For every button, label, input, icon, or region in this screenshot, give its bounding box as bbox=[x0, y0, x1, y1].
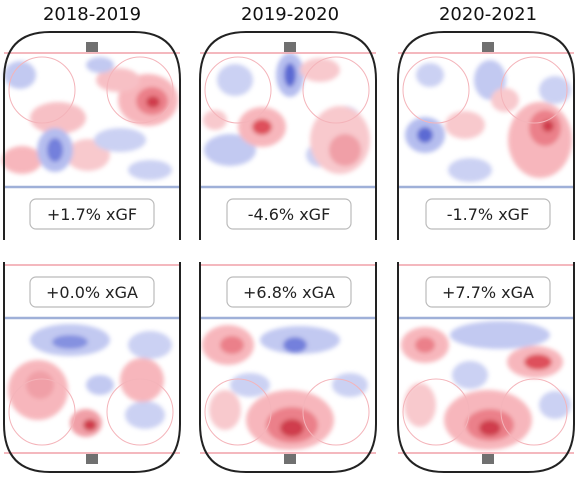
rink-boards bbox=[199, 262, 377, 473]
heat-blobs bbox=[202, 325, 368, 450]
faceoff-circle bbox=[204, 56, 272, 124]
offense-panel-1: +1.7% xGF bbox=[2, 31, 181, 240]
hot-zone bbox=[203, 110, 227, 130]
cold-zone bbox=[448, 158, 492, 182]
hot-zone bbox=[542, 120, 554, 132]
cold-zone bbox=[450, 321, 550, 349]
cold-zone bbox=[230, 373, 270, 397]
cold-zone bbox=[539, 76, 571, 104]
hot-zone bbox=[280, 419, 304, 437]
stat-label-box bbox=[425, 276, 551, 308]
net bbox=[86, 454, 98, 464]
cold-zone bbox=[125, 401, 165, 429]
rink-boards bbox=[3, 262, 181, 473]
hot-zone bbox=[252, 119, 272, 135]
hot-zone bbox=[479, 420, 501, 436]
xga-stat-label-1: +0.0% xGA bbox=[46, 283, 138, 302]
cold-zone bbox=[417, 127, 433, 143]
hot-zone bbox=[220, 336, 244, 354]
faceoff-circle bbox=[500, 378, 568, 446]
cold-zone bbox=[52, 335, 88, 349]
defense-panel-3: +7.7% xGA bbox=[397, 262, 575, 473]
stat-label-box bbox=[29, 276, 155, 308]
cold-zone bbox=[47, 138, 63, 162]
hot-zone bbox=[146, 96, 160, 108]
hot-zone bbox=[524, 354, 552, 370]
faceoff-circle bbox=[402, 378, 470, 446]
faceoff-circle bbox=[204, 378, 272, 446]
xgf-stat-label-2: -4.6% xGF bbox=[248, 205, 331, 224]
faceoff-circle bbox=[106, 56, 174, 124]
hot-zone bbox=[300, 58, 340, 82]
cold-zone bbox=[539, 391, 571, 419]
faceoff-circle bbox=[302, 378, 370, 446]
cold-zone bbox=[284, 63, 296, 87]
cold-zone bbox=[128, 160, 172, 180]
hot-zone bbox=[491, 88, 519, 112]
rink-boards bbox=[397, 31, 575, 240]
hot-zone bbox=[2, 146, 42, 174]
faceoff-circle bbox=[302, 56, 370, 124]
net bbox=[284, 42, 296, 52]
cold-zone bbox=[4, 61, 36, 89]
cold-zone bbox=[204, 134, 256, 166]
faceoff-circle bbox=[106, 378, 174, 446]
net bbox=[86, 42, 98, 52]
defense-panel-2: +6.8% xGA bbox=[199, 262, 377, 473]
offense-panel-2: -4.6% xGF bbox=[199, 31, 377, 240]
cold-zone bbox=[332, 373, 368, 397]
xga-stat-label-3: +7.7% xGA bbox=[442, 283, 534, 302]
cold-zone bbox=[416, 63, 444, 87]
faceoff-circle bbox=[8, 378, 76, 446]
hot-zone bbox=[83, 419, 97, 431]
cold-zone bbox=[217, 64, 253, 96]
heat-blobs bbox=[8, 324, 172, 437]
defense-panel-1: +0.0% xGA bbox=[3, 262, 181, 473]
offense-panel-3: -1.7% xGF bbox=[397, 31, 575, 240]
cold-zone bbox=[86, 57, 114, 73]
hot-zone bbox=[445, 111, 485, 139]
rink-boards bbox=[3, 31, 181, 240]
season-title-2: 2019-2020 bbox=[241, 4, 339, 25]
hot-zone bbox=[415, 337, 435, 353]
hot-zone bbox=[26, 371, 54, 399]
xga-stat-label-2: +6.8% xGA bbox=[243, 283, 335, 302]
cold-zone bbox=[283, 337, 307, 353]
xgf-stat-label-3: -1.7% xGF bbox=[447, 205, 530, 224]
cold-zone bbox=[86, 375, 114, 395]
hot-zone bbox=[30, 102, 86, 134]
season-title-3: 2020-2021 bbox=[439, 4, 537, 25]
stat-label-box bbox=[226, 276, 352, 308]
faceoff-circle bbox=[402, 56, 470, 124]
net bbox=[482, 454, 494, 464]
cold-zone bbox=[452, 361, 488, 389]
hot-zone bbox=[329, 134, 361, 166]
heat-blobs bbox=[203, 53, 370, 174]
faceoff-circle bbox=[500, 56, 568, 124]
net bbox=[284, 454, 296, 464]
faceoff-circle bbox=[8, 56, 76, 124]
rink-boards bbox=[199, 31, 377, 240]
stat-label-box bbox=[226, 198, 352, 230]
heat-blobs bbox=[405, 60, 572, 182]
stat-label-box bbox=[425, 198, 551, 230]
net bbox=[482, 42, 494, 52]
hot-zone bbox=[209, 390, 241, 430]
cold-zone bbox=[94, 128, 146, 152]
cold-zone bbox=[128, 331, 172, 359]
heat-blobs bbox=[401, 321, 571, 450]
hot-zone bbox=[120, 358, 164, 402]
rink-boards bbox=[397, 262, 575, 473]
season-title-1: 2018-2019 bbox=[43, 4, 141, 25]
hot-zone bbox=[404, 383, 436, 427]
xgf-stat-label-1: +1.7% xGF bbox=[47, 205, 137, 224]
stat-label-box bbox=[29, 198, 155, 230]
